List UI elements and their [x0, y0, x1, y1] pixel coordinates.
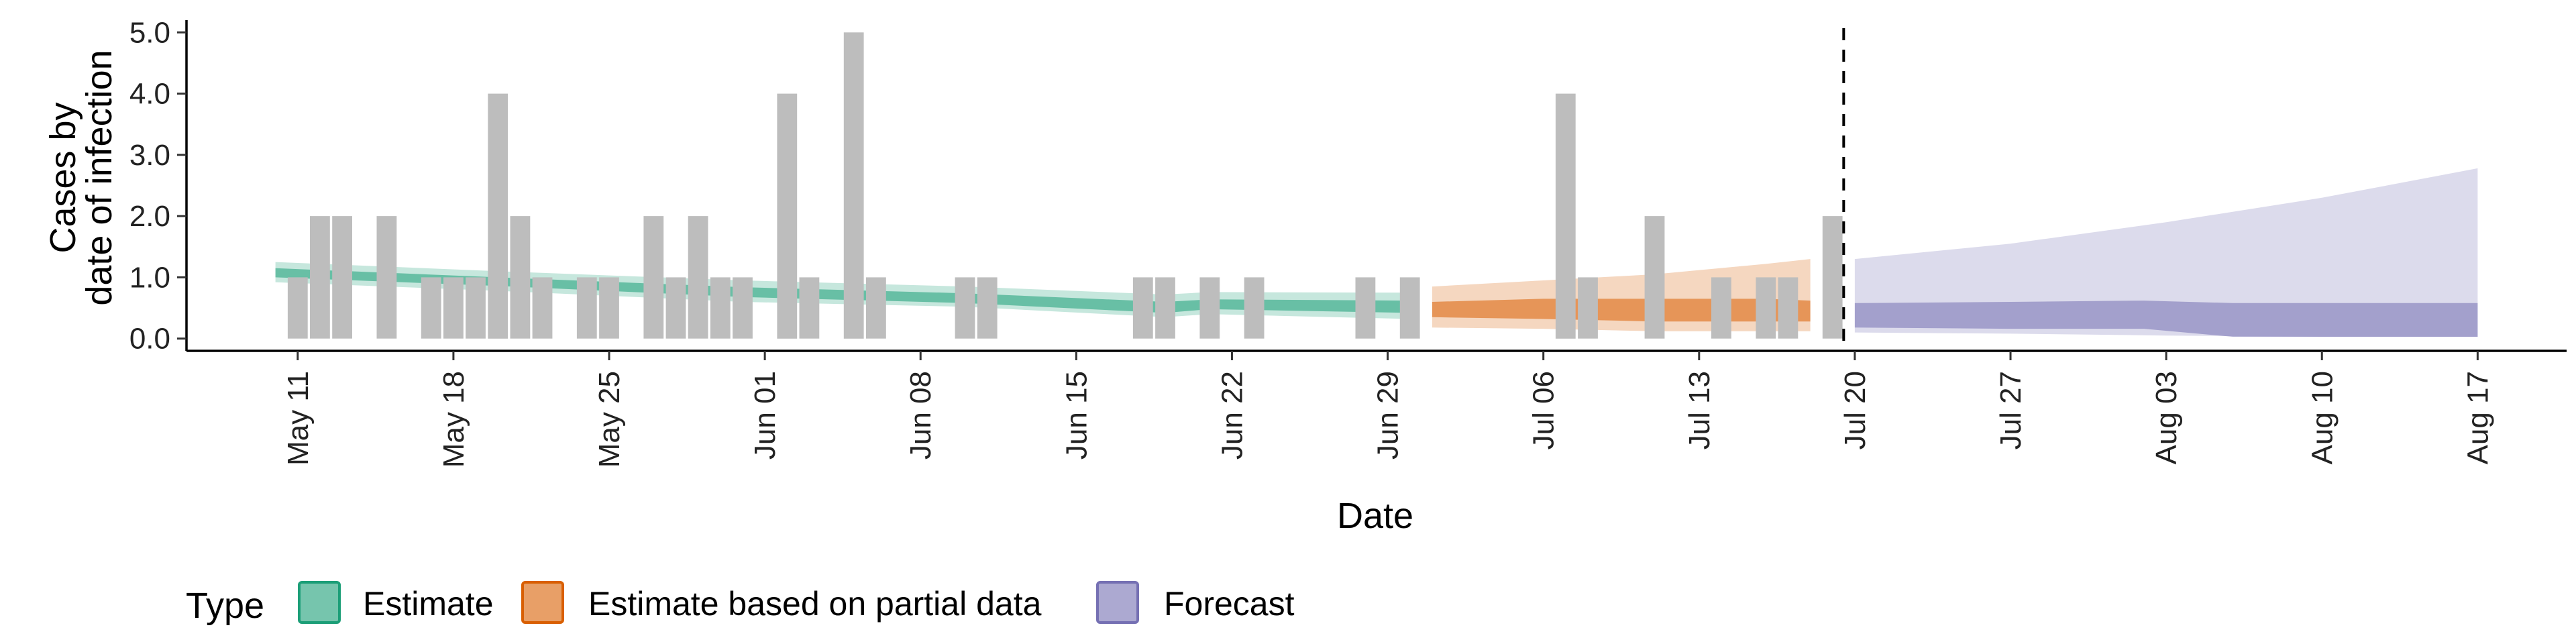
- svg-text:date of infection: date of infection: [79, 50, 119, 305]
- case-bar: [1644, 216, 1665, 339]
- case-bar: [955, 277, 975, 339]
- case-bar: [710, 277, 731, 339]
- case-bar: [488, 93, 508, 339]
- y-axis-ticks: 0.0 1.0 2.0 3.0 4.0 5.0: [129, 16, 186, 356]
- case-bar: [777, 93, 798, 339]
- case-bar: [1756, 277, 1776, 339]
- case-bar: [688, 216, 708, 339]
- case-bar: [977, 277, 998, 339]
- y-tick-label: 5.0: [129, 16, 170, 49]
- x-tick-label: Jun 01: [749, 371, 782, 460]
- y-axis-title: Cases by date of infection: [43, 50, 119, 305]
- x-tick-label: Jun 22: [1216, 371, 1249, 460]
- svg-text:Cases by: Cases by: [43, 102, 83, 253]
- legend-title: Type: [186, 586, 264, 626]
- x-tick-label: Jun 08: [904, 371, 937, 460]
- ribbon-inner-forecast: [1854, 301, 2478, 337]
- case-bar: [1132, 277, 1153, 339]
- x-tick-label: Jul 27: [1994, 371, 2027, 449]
- case-bar: [532, 277, 553, 339]
- case-bar: [799, 277, 820, 339]
- case-bar: [1778, 277, 1799, 339]
- case-bar: [1555, 93, 1576, 339]
- case-bar: [665, 277, 686, 339]
- x-tick-label: Aug 03: [2150, 371, 2183, 464]
- axes: [185, 20, 2567, 352]
- y-tick-label: 0.0: [129, 323, 170, 356]
- x-axis-title: Date: [1337, 496, 1413, 536]
- x-tick-label: Jul 06: [1527, 371, 1560, 449]
- case-bar: [1399, 277, 1420, 339]
- case-bar: [1244, 277, 1265, 339]
- case-bar: [466, 277, 486, 339]
- x-tick-label: Jun 29: [1372, 371, 1405, 460]
- ribbon-outer-forecast: [1854, 168, 2478, 337]
- estimate-ribbons: [275, 168, 2478, 337]
- x-tick-label: May 25: [593, 371, 626, 468]
- x-axis-ticks: May 11 May 18 May 25 Jun 01 Jun 08 Jun 15 Jun …: [282, 351, 2494, 468]
- case-bar: [1155, 277, 1175, 339]
- case-bar: [1711, 277, 1731, 339]
- x-tick-label: Jul 20: [1839, 371, 1872, 449]
- case-bar: [866, 277, 886, 339]
- x-tick-label: May 11: [282, 371, 315, 466]
- legend-key-estimate: [298, 581, 341, 624]
- x-tick-label: Aug 10: [2306, 371, 2339, 464]
- case-bar: [733, 277, 753, 339]
- y-tick-label: 2.0: [129, 200, 170, 233]
- case-bar: [643, 216, 664, 339]
- y-tick-label: 4.0: [129, 78, 170, 111]
- x-tick-label: Jul 13: [1683, 371, 1716, 449]
- case-bar: [1355, 277, 1376, 339]
- legend-label-estimate: Estimate: [363, 585, 494, 623]
- case-bar: [332, 216, 352, 339]
- ribbon-inner-estimate: [275, 268, 1410, 313]
- legend-key-partial: [521, 581, 564, 624]
- case-bar: [443, 277, 464, 339]
- case-bar: [287, 277, 308, 339]
- case-bar: [843, 32, 864, 339]
- x-tick-label: May 18: [437, 371, 470, 468]
- ribbon-inner-estimate-based-on-partial-data: [1432, 299, 1811, 322]
- y-tick-label: 1.0: [129, 261, 170, 294]
- case-bar: [510, 216, 531, 339]
- case-bar: [599, 277, 619, 339]
- case-bar: [310, 216, 330, 339]
- observed-case-bars: [287, 32, 1843, 339]
- y-tick-label: 3.0: [129, 139, 170, 172]
- legend-label-partial: Estimate based on partial data: [588, 585, 1042, 623]
- x-tick-label: Jun 15: [1060, 371, 1093, 460]
- legend: Type Estimate Estimate based on partial …: [186, 581, 1295, 626]
- case-bar: [1822, 216, 1843, 339]
- x-tick-label: Aug 17: [2461, 371, 2494, 464]
- legend-key-forecast: [1096, 581, 1139, 624]
- case-bar: [1199, 277, 1220, 339]
- case-bar: [576, 277, 597, 339]
- case-bar: [421, 277, 441, 339]
- case-bar: [1578, 277, 1598, 339]
- case-bar: [376, 216, 397, 339]
- legend-label-forecast: Forecast: [1164, 585, 1295, 623]
